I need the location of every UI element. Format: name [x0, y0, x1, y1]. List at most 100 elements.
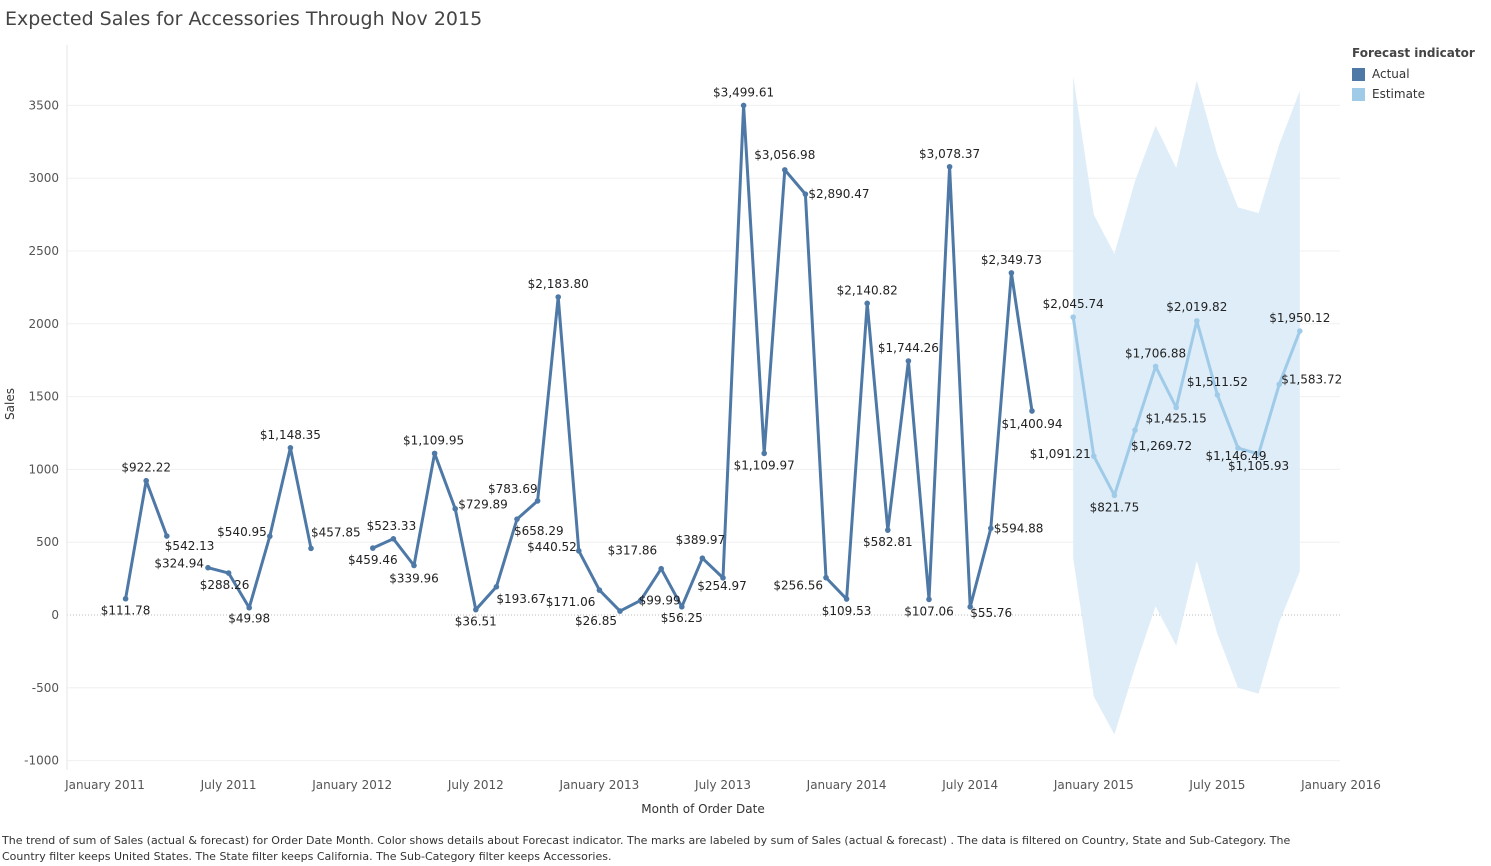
actual-point[interactable]: [534, 498, 541, 504]
actual-point[interactable]: [473, 606, 479, 613]
actual-point[interactable]: [988, 525, 994, 532]
data-label: $111.78: [101, 604, 151, 618]
estimate-point[interactable]: [1214, 392, 1221, 398]
data-label: $107.06: [904, 604, 954, 618]
estimate-point[interactable]: [1070, 314, 1076, 320]
estimate-point[interactable]: [1194, 318, 1200, 324]
chart-title: Expected Sales for Accessories Through N…: [5, 8, 483, 30]
data-label: $2,140.82: [837, 283, 898, 297]
y-tick-label: 3000: [28, 171, 59, 185]
actual-point[interactable]: [287, 445, 294, 451]
actual-point[interactable]: [576, 548, 582, 554]
x-tick-label: July 2011: [200, 778, 257, 792]
data-label: $36.51: [455, 615, 497, 629]
estimate-point[interactable]: [1235, 445, 1241, 451]
actual-point[interactable]: [493, 584, 500, 590]
actual-point[interactable]: [267, 533, 273, 540]
data-label: $2,349.73: [981, 253, 1042, 267]
actual-point[interactable]: [885, 527, 891, 533]
data-label: $729.89: [458, 498, 508, 512]
data-label: $2,019.82: [1166, 300, 1227, 314]
legend-swatch-estimate: [1352, 87, 1365, 101]
chart-caption: The trend of sum of Sales (actual & fore…: [2, 834, 1291, 863]
data-label: $1,148.35: [260, 428, 321, 442]
estimate-point[interactable]: [1132, 427, 1138, 433]
data-label: $3,056.98: [754, 148, 815, 162]
prediction-band-area: [1073, 76, 1300, 735]
actual-point[interactable]: [782, 167, 788, 173]
data-label: $594.88: [994, 521, 1044, 535]
actual-point[interactable]: [225, 570, 232, 576]
actual-point[interactable]: [843, 596, 850, 602]
x-tick-label: January 2014: [806, 778, 887, 792]
data-label: $56.25: [661, 611, 703, 625]
actual-point[interactable]: [637, 597, 644, 604]
estimate-point[interactable]: [1255, 451, 1262, 457]
x-tick-label: January 2015: [1053, 778, 1134, 792]
estimate-point[interactable]: [1173, 404, 1179, 411]
data-label: $457.85: [311, 525, 361, 539]
actual-point[interactable]: [246, 604, 252, 611]
actual-point[interactable]: [452, 505, 459, 512]
y-tick-label: -500: [32, 681, 59, 695]
actual-point[interactable]: [122, 595, 129, 602]
actual-point[interactable]: [699, 555, 706, 562]
actual-point[interactable]: [555, 294, 561, 300]
actual-point[interactable]: [596, 587, 603, 593]
data-label: $2,045.74: [1043, 297, 1104, 311]
legend-label-actual: Actual: [1372, 67, 1410, 81]
legend-item-estimate[interactable]: Estimate: [1352, 84, 1475, 104]
actual-point[interactable]: [946, 163, 953, 170]
estimate-point[interactable]: [1297, 328, 1303, 334]
actual-point[interactable]: [431, 450, 438, 457]
data-label: $1,511.52: [1187, 375, 1248, 389]
data-label: $1,950.12: [1269, 311, 1330, 325]
actual-point[interactable]: [164, 533, 170, 539]
x-tick-label: July 2013: [694, 778, 751, 792]
data-label: $658.29: [514, 524, 564, 538]
data-label: $55.76: [970, 606, 1012, 620]
data-label: $389.97: [676, 533, 726, 547]
estimate-point[interactable]: [1152, 363, 1159, 370]
data-label: $109.53: [822, 604, 872, 618]
actual-point[interactable]: [1029, 408, 1035, 414]
data-label: $2,183.80: [528, 277, 589, 291]
actual-point[interactable]: [905, 358, 912, 364]
actual-point[interactable]: [370, 545, 376, 551]
estimate-point[interactable]: [1276, 381, 1282, 388]
actual-point[interactable]: [658, 565, 664, 572]
actual-point[interactable]: [823, 574, 829, 581]
data-label: $1,583.72: [1281, 372, 1342, 386]
legend-swatch-actual: [1352, 67, 1365, 81]
estimate-point[interactable]: [1111, 492, 1118, 499]
y-tick-label: 1500: [28, 390, 59, 404]
actual-point[interactable]: [679, 604, 685, 610]
actual-series-line: [207, 446, 313, 610]
actual-point[interactable]: [1008, 270, 1015, 276]
data-label: $2,890.47: [808, 187, 869, 201]
gridlines: [67, 104, 1340, 762]
x-tick-label: January 2012: [311, 778, 392, 792]
data-label: $1,269.72: [1131, 439, 1192, 453]
actual-point[interactable]: [926, 596, 932, 603]
actual-point[interactable]: [864, 300, 870, 307]
data-label: $582.81: [863, 535, 913, 549]
actual-point[interactable]: [740, 102, 747, 109]
actual-point[interactable]: [308, 545, 314, 552]
x-axis: January 2011 July 2011 January 2012 July 20…: [64, 778, 1381, 792]
legend-item-actual[interactable]: Actual: [1352, 64, 1475, 84]
actual-point[interactable]: [802, 191, 809, 197]
prediction-band: [1073, 76, 1300, 735]
actual-point[interactable]: [390, 536, 397, 542]
estimate-point[interactable]: [1091, 453, 1097, 459]
actual-point[interactable]: [143, 477, 149, 484]
actual-point[interactable]: [720, 575, 726, 581]
data-label: $3,078.37: [919, 147, 980, 161]
actual-point[interactable]: [617, 608, 623, 614]
actual-point[interactable]: [205, 564, 211, 571]
actual-point[interactable]: [411, 562, 417, 569]
actual-point[interactable]: [761, 450, 767, 457]
y-tick-label: 2500: [28, 244, 59, 258]
actual-point[interactable]: [967, 604, 973, 610]
actual-point[interactable]: [514, 516, 520, 522]
